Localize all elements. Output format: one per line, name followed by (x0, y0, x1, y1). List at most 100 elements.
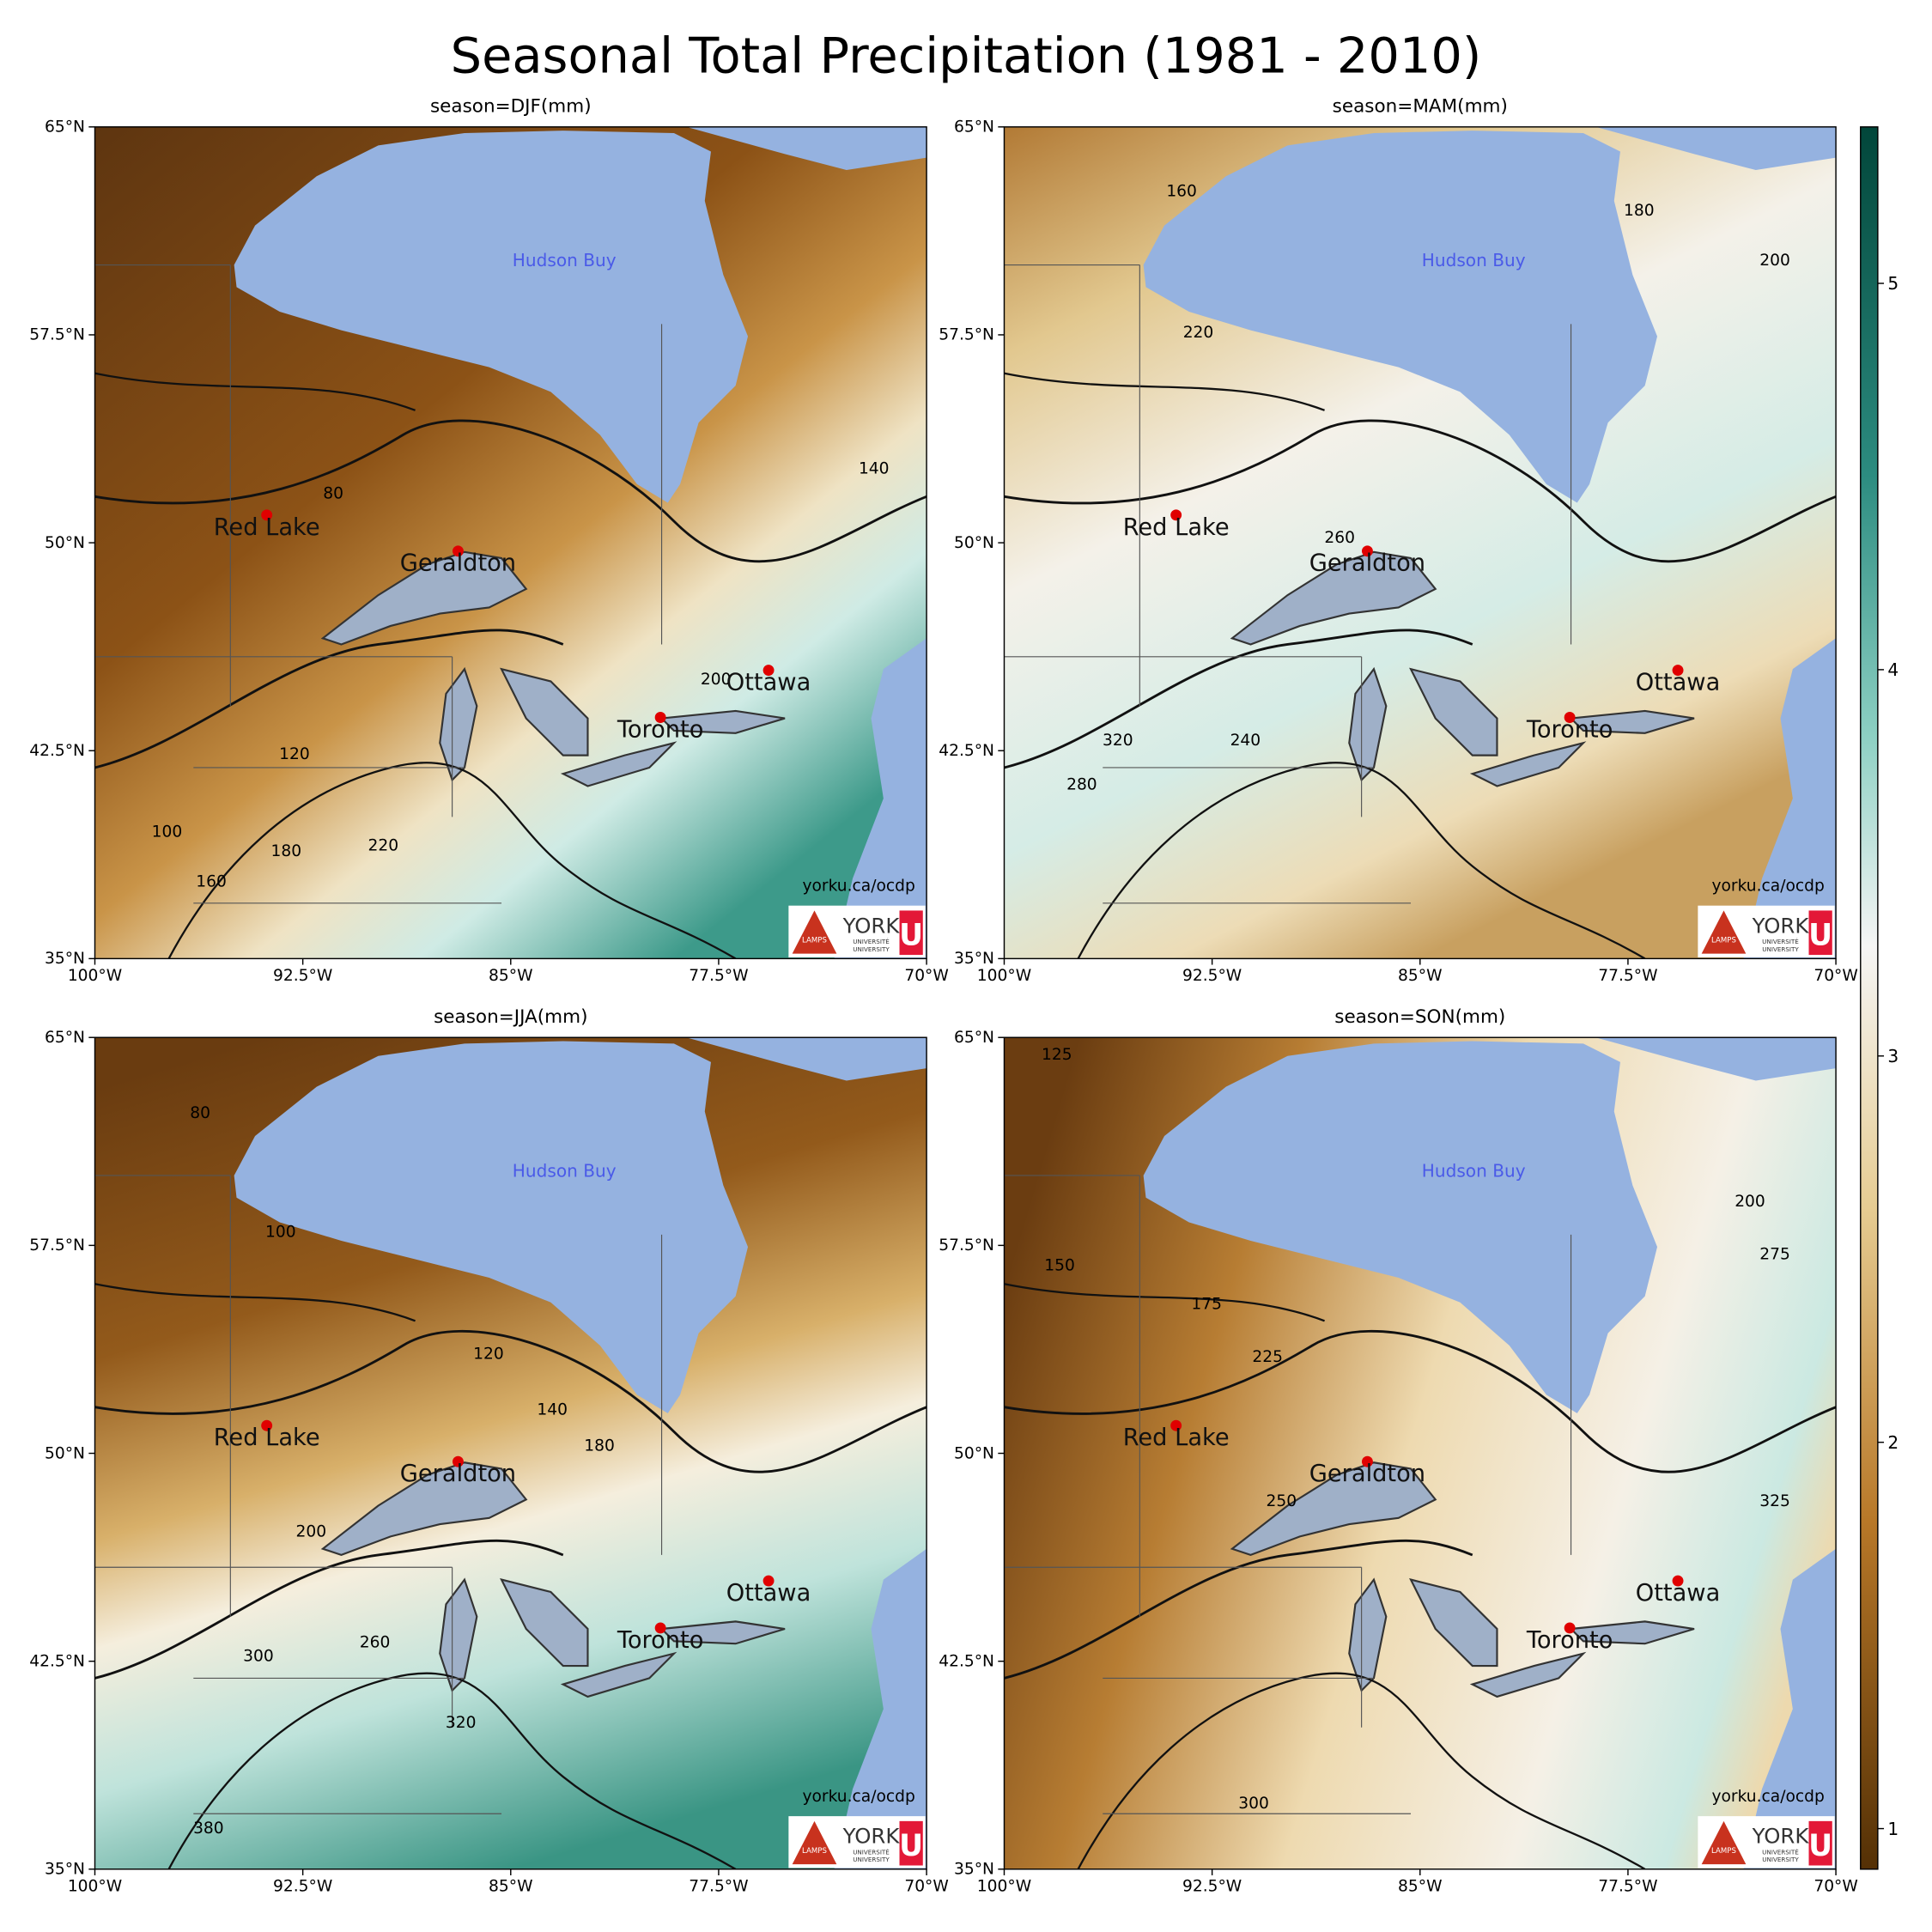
city-label: Ottawa (1636, 1580, 1721, 1607)
contour-label: 225 (1252, 1348, 1283, 1366)
map-panel: season=JJA(mm) 100°W 92.5°W 85°W 77.5°W 70°W 3… (29, 1006, 949, 1896)
contour-label: 175 (1191, 1296, 1222, 1314)
logo-text: UNIVERSITÉ (1762, 938, 1799, 945)
logo-u-box (899, 910, 923, 956)
water-label: Hudson Buy (1422, 250, 1526, 270)
colorbar-tick-label: 3 (1887, 1046, 1899, 1066)
x-tick-label: 85°W (1398, 967, 1442, 985)
colorbar-tick-label: 4 (1887, 659, 1899, 680)
city-label: Red Lake (214, 1425, 320, 1451)
x-tick-label: 70°W (904, 1878, 948, 1896)
city-marker (654, 1622, 666, 1634)
logo-triangle (1701, 910, 1747, 954)
logo-text: YORK (842, 913, 901, 938)
x-tick-label: 77.5°W (689, 1878, 748, 1896)
contour-label: 125 (1042, 1046, 1072, 1064)
map-panel: season=MAM(mm) 100°W 92.5°W 85°W 77.5°W 70°W 3… (939, 96, 1858, 986)
contour-label: 250 (1267, 1492, 1297, 1510)
logo-text: U (899, 919, 923, 953)
x-tick-label: 77.5°W (1598, 1878, 1657, 1896)
y-tick-label: 50°N (45, 534, 85, 552)
y-tick-label: 35°N (45, 1861, 85, 1879)
contour-label: 220 (368, 836, 398, 854)
logo-text: UNIVERSITY (1762, 945, 1799, 953)
contour-label: 200 (701, 671, 732, 689)
contour-label: 180 (270, 842, 301, 860)
logo-text: LAMPS (802, 1847, 827, 1856)
city-label: Geraldton (400, 1461, 516, 1487)
city-label: Ottawa (726, 670, 811, 696)
city-marker (1564, 1622, 1576, 1634)
logo-triangle (1701, 1820, 1747, 1865)
logo-triangle (792, 1820, 837, 1865)
y-tick-label: 57.5°N (939, 326, 994, 344)
logo-text: UNIVERSITÉ (853, 938, 890, 945)
logo-text: UNIVERSITY (1762, 1856, 1799, 1863)
city-marker (452, 545, 464, 557)
logo-u-box (1808, 1820, 1832, 1866)
x-tick-label: 70°W (904, 967, 948, 985)
city-label: Geraldton (1309, 550, 1425, 577)
credit: yorku.ca/ocdp (802, 1788, 914, 1806)
x-tick-label: 85°W (489, 1878, 532, 1896)
contour-label: 200 (1759, 252, 1790, 270)
y-tick-label: 42.5°N (29, 1652, 85, 1670)
x-tick-label: 77.5°W (689, 967, 748, 985)
figure-title: Seasonal Total Precipitation (1981 - 201… (451, 27, 1482, 84)
y-tick-label: 65°N (954, 1029, 994, 1047)
contour-label: 120 (473, 1346, 504, 1364)
contour-label: 160 (196, 872, 227, 890)
contour-label: 220 (1183, 324, 1214, 342)
logo-text: YORK (842, 1824, 901, 1849)
y-tick-label: 57.5°N (29, 1236, 85, 1255)
y-tick-label: 57.5°N (29, 326, 85, 344)
contour-label: 180 (1624, 202, 1655, 220)
x-tick-label: 92.5°W (273, 967, 332, 985)
contour-label: 120 (279, 745, 310, 763)
map-panel: season=SON(mm) 100°W 92.5°W 85°W 77.5°W 70°W 3… (939, 1006, 1858, 1896)
y-tick-label: 42.5°N (939, 1652, 994, 1670)
contour-label: 260 (1324, 529, 1355, 547)
city-marker (452, 1455, 464, 1467)
logo-triangle (792, 910, 837, 954)
city-marker (762, 1575, 775, 1587)
contour-label: 100 (152, 823, 183, 841)
logo-u-box (1808, 910, 1832, 956)
logo-text: U (899, 1829, 923, 1863)
contour-label: 180 (584, 1437, 615, 1455)
contour-label: 260 (360, 1634, 391, 1652)
logo-text: UNIVERSITY (853, 945, 890, 953)
water-label: Hudson Buy (513, 1160, 617, 1181)
x-tick-label: 85°W (1398, 1878, 1442, 1896)
logo-text: YORK (1752, 913, 1810, 938)
contour-label: 150 (1044, 1256, 1075, 1274)
y-tick-label: 65°N (954, 118, 994, 137)
city-label: Ottawa (726, 1580, 811, 1607)
y-tick-label: 35°N (954, 950, 994, 968)
colorbar-tick-label: 5 (1887, 273, 1899, 294)
city-marker (1170, 1419, 1182, 1431)
x-tick-label: 92.5°W (273, 1878, 332, 1896)
city-marker (261, 1419, 273, 1431)
city-marker (654, 712, 666, 723)
city-label: Ottawa (1636, 670, 1721, 696)
contour-label: 280 (1066, 775, 1097, 793)
colorbar-tick-label: 2 (1887, 1432, 1899, 1453)
city-label: Red Lake (214, 514, 320, 541)
contour-label: 320 (446, 1714, 477, 1732)
y-tick-label: 65°N (45, 1029, 85, 1047)
panel-title: season=SON(mm) (1334, 1006, 1505, 1028)
contour-label: 140 (537, 1400, 568, 1419)
logo-text: YORK (1752, 1824, 1810, 1849)
contour-label: 140 (859, 459, 890, 477)
panel-title: season=JJA(mm) (434, 1006, 587, 1028)
contour-label: 325 (1759, 1492, 1790, 1510)
city-marker (1361, 1455, 1373, 1467)
logo-text: U (1808, 919, 1832, 953)
y-tick-label: 42.5°N (29, 742, 85, 760)
map-panel: season=DJF(mm) 100°W 92.5°W 85°W 77.5°W 70°W 3… (29, 96, 949, 986)
logo-text: UNIVERSITY (853, 1856, 890, 1863)
water-label: Hudson Buy (1422, 1160, 1526, 1181)
